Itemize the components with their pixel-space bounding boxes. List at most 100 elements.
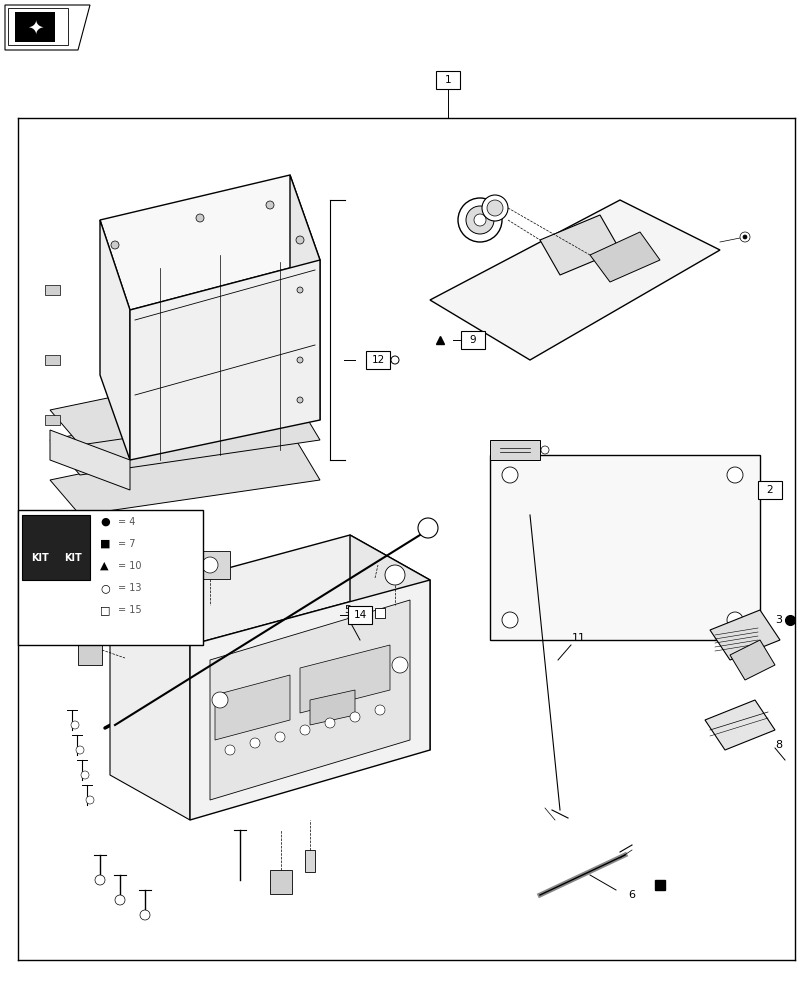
Polygon shape [704,700,774,750]
Circle shape [195,214,204,222]
Circle shape [324,718,335,728]
Text: ○: ○ [100,583,109,593]
Polygon shape [590,232,659,282]
Polygon shape [50,390,320,475]
Circle shape [742,235,746,239]
Circle shape [70,595,80,605]
Circle shape [737,637,745,645]
Ellipse shape [69,615,81,635]
Circle shape [86,796,94,804]
Circle shape [350,712,359,722]
Text: ✦: ✦ [27,18,43,37]
Circle shape [76,746,84,754]
Text: = 4: = 4 [118,517,135,527]
Text: □: □ [100,605,110,615]
FancyBboxPatch shape [436,71,460,89]
Circle shape [501,467,517,483]
Polygon shape [50,430,130,490]
Circle shape [297,287,303,293]
Text: ■: ■ [100,539,110,549]
Polygon shape [100,175,320,310]
Polygon shape [210,600,410,800]
Text: = 10: = 10 [118,561,141,571]
Polygon shape [489,440,539,460]
Circle shape [474,214,486,226]
Circle shape [297,397,303,403]
Bar [162,547,188,573]
Polygon shape [215,675,290,740]
Polygon shape [299,645,389,713]
Text: KIT: KIT [31,553,49,563]
Text: 12: 12 [371,355,384,365]
Polygon shape [50,360,320,445]
Bar [8,8,68,45]
Polygon shape [310,690,354,725]
FancyBboxPatch shape [348,606,371,624]
Text: 2: 2 [766,485,772,495]
Circle shape [739,232,749,242]
Polygon shape [430,200,719,360]
Polygon shape [78,635,102,665]
Circle shape [115,895,125,905]
Circle shape [250,738,260,748]
Polygon shape [109,600,190,820]
Circle shape [139,910,150,920]
Polygon shape [130,260,320,460]
Circle shape [384,565,405,585]
Circle shape [418,518,437,538]
Circle shape [457,198,501,242]
Polygon shape [109,535,430,645]
Text: 1: 1 [444,75,451,85]
Polygon shape [100,220,130,460]
Polygon shape [539,215,620,275]
Circle shape [466,206,493,234]
Circle shape [726,612,742,628]
Circle shape [202,557,217,573]
Bar [270,870,292,894]
Circle shape [726,467,742,483]
Bar [190,551,230,579]
Text: = 15: = 15 [118,605,141,615]
Circle shape [482,195,508,221]
Polygon shape [709,610,779,660]
Circle shape [225,745,234,755]
Bar [489,455,759,640]
Polygon shape [290,175,320,420]
Polygon shape [22,515,90,580]
Circle shape [95,875,105,885]
Text: ▲: ▲ [100,561,109,571]
Text: KIT: KIT [64,553,82,563]
Text: 14: 14 [353,610,367,620]
Bar [18,510,203,645]
Circle shape [71,721,79,729]
Circle shape [212,692,228,708]
Circle shape [81,771,89,779]
Circle shape [391,356,398,364]
Bar [305,850,315,872]
Text: 6: 6 [627,890,634,900]
Bar [375,608,384,618]
Text: = 13: = 13 [118,583,141,593]
Polygon shape [15,12,55,42]
Polygon shape [5,5,90,50]
Circle shape [299,725,310,735]
Polygon shape [45,285,60,295]
FancyBboxPatch shape [757,481,781,499]
Circle shape [150,555,160,565]
Circle shape [540,446,548,454]
Text: ●: ● [100,517,109,527]
Text: 5: 5 [344,605,351,615]
Polygon shape [45,355,60,365]
Text: 9: 9 [469,335,476,345]
Circle shape [275,732,285,742]
Polygon shape [190,580,430,820]
Polygon shape [729,640,774,680]
Circle shape [111,241,119,249]
Circle shape [266,201,273,209]
Polygon shape [50,430,320,515]
FancyBboxPatch shape [461,331,484,349]
Text: 3: 3 [774,615,781,625]
Circle shape [297,357,303,363]
Circle shape [375,705,384,715]
Circle shape [145,550,165,570]
